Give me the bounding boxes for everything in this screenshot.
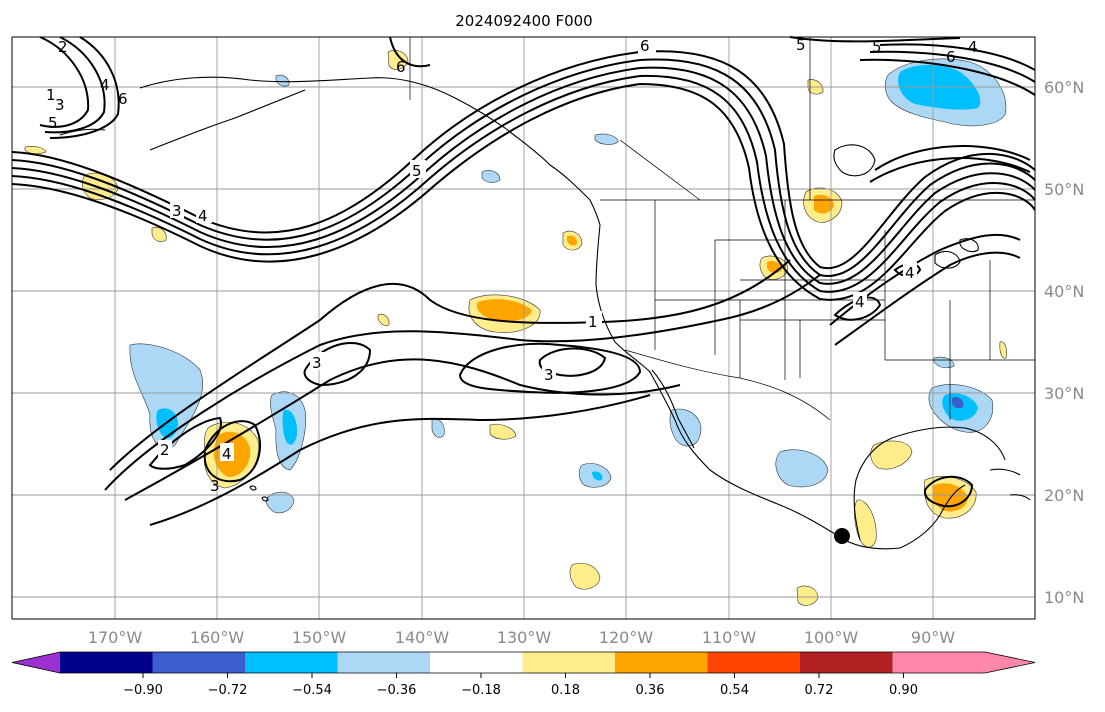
contour-label: 4 (905, 264, 915, 282)
anomaly-positive-region (151, 227, 167, 242)
contour-label: 2 (160, 441, 170, 459)
graticule (12, 37, 1035, 619)
anomaly-negative-region (594, 133, 619, 145)
contour-label: 3 (210, 477, 220, 495)
contour-label: 1 (588, 313, 598, 331)
longitude-labels: 170°W 160°W 150°W 140°W 130°W 120°W 110°… (88, 628, 955, 647)
anomaly-positive-region (569, 562, 601, 590)
contour-label: 5 (796, 36, 806, 54)
contour-label: 4 (222, 445, 232, 463)
anomaly-positive-core (476, 299, 532, 322)
lon-label: 110°W (702, 628, 757, 647)
colorbar-extend-low (12, 652, 60, 673)
lon-label: 160°W (190, 628, 245, 647)
contour-label: 6 (118, 90, 128, 108)
colorbar-bin (892, 652, 986, 673)
colorbar-bin (800, 652, 893, 673)
lon-label: 140°W (395, 628, 450, 647)
map-panel: 6 5 4 3 2 1 6 5 4 3 3 1 3 2 4 3 4 (11, 36, 1036, 620)
colorbar-bin (430, 652, 523, 673)
anomaly-negative-core (592, 471, 603, 481)
colorbar-tick-label: 0.90 (889, 683, 918, 698)
contour-label: 4 (855, 293, 865, 311)
lon-label: 130°W (497, 628, 552, 647)
lon-label: 150°W (292, 628, 347, 647)
lat-label: 10°N (1044, 588, 1084, 607)
lat-label: 60°N (1044, 78, 1084, 97)
colorbar-bin (245, 652, 338, 673)
lat-label: 30°N (1044, 384, 1084, 403)
lon-label: 170°W (88, 628, 143, 647)
latitude-labels: 60°N 50°N 40°N 30°N 20°N 10°N (1044, 78, 1084, 607)
anomaly-positive-region (870, 440, 913, 470)
contour-labels: 6 5 4 3 2 1 6 5 4 3 3 1 3 2 4 3 4 (46, 36, 978, 495)
anomaly-negative-region (431, 419, 445, 438)
colorbar-tick-label: 0.18 (551, 683, 580, 698)
contour-label: 4 (100, 76, 110, 94)
contour-label: 2 (58, 38, 68, 56)
contour-label: 5 (48, 114, 58, 132)
lon-label: 90°W (911, 628, 955, 647)
anomaly-positive-region (999, 341, 1007, 359)
colorbar-tick-label: −0.36 (377, 683, 417, 698)
coastlines (59, 76, 1031, 550)
contour-label: 3 (544, 366, 554, 384)
lat-label: 40°N (1044, 282, 1084, 301)
anomaly-negative-region (775, 449, 829, 488)
colorbar-tick-label: −0.72 (208, 683, 248, 698)
anomaly-positive-region (796, 585, 819, 606)
colorbar-tick-label: −0.90 (123, 683, 163, 698)
contour-label: 6 (946, 48, 956, 66)
colorbar-tick-label: 0.72 (805, 683, 834, 698)
colorbar-bin (152, 652, 246, 673)
contour-label: 3 (172, 202, 182, 220)
colorbar-bin (60, 652, 153, 673)
anomaly-negative-deep (952, 397, 964, 409)
colorbar-bin (707, 652, 801, 673)
colorbar-extend-high (985, 652, 1035, 673)
anomaly-positive-core (814, 194, 834, 214)
anomaly-positive-region (24, 146, 47, 155)
contour-label: 5 (872, 38, 882, 56)
contour-label: 1 (46, 86, 56, 104)
contour-label: 6 (640, 37, 650, 55)
contour-label: 6 (396, 58, 406, 76)
anomaly-negative-region (129, 343, 203, 449)
colorbar-tick-label: −0.54 (292, 683, 332, 698)
lat-label: 20°N (1044, 486, 1084, 505)
colorbar-tick-label: −0.18 (461, 683, 501, 698)
lat-label: 50°N (1044, 180, 1084, 199)
anomaly-negative-region (481, 170, 501, 183)
colorbar-tick-label: 0.36 (636, 683, 665, 698)
anomaly-positive-region (377, 313, 390, 326)
anomaly-negative-core (282, 409, 298, 445)
colorbar-outline (11, 651, 1036, 674)
contour-label: 4 (198, 207, 208, 225)
contour-label: 3 (55, 96, 65, 114)
contour-label: 4 (968, 38, 978, 56)
anomaly-negative-region (266, 491, 295, 514)
lon-label: 100°W (804, 628, 859, 647)
colorbar-bin (615, 652, 708, 673)
contour-label: 3 (312, 354, 322, 372)
colorbar-bin (522, 652, 616, 673)
colorbar-ticks: −0.90 −0.72 −0.54 −0.36 −0.18 0.18 0.36 0.54 0.7… (123, 673, 918, 698)
colorbar-bin (337, 652, 431, 673)
colorbar-segments (11, 651, 1036, 674)
colorbar: −0.90 −0.72 −0.54 −0.36 −0.18 0.18 0.36 0.54 0.7… (11, 651, 1036, 698)
map-title: 2024092400 F000 (455, 12, 592, 30)
location-marker (834, 528, 850, 544)
anomaly-negative-region (275, 74, 290, 87)
anomaly-positive-region (489, 423, 517, 440)
contour-label: 5 (412, 162, 422, 180)
colorbar-tick-label: 0.54 (720, 683, 749, 698)
lon-label: 120°W (599, 628, 654, 647)
contour-lines (11, 36, 1036, 526)
anomaly-positive-core (567, 235, 578, 246)
anomaly-positive-region (387, 50, 409, 70)
